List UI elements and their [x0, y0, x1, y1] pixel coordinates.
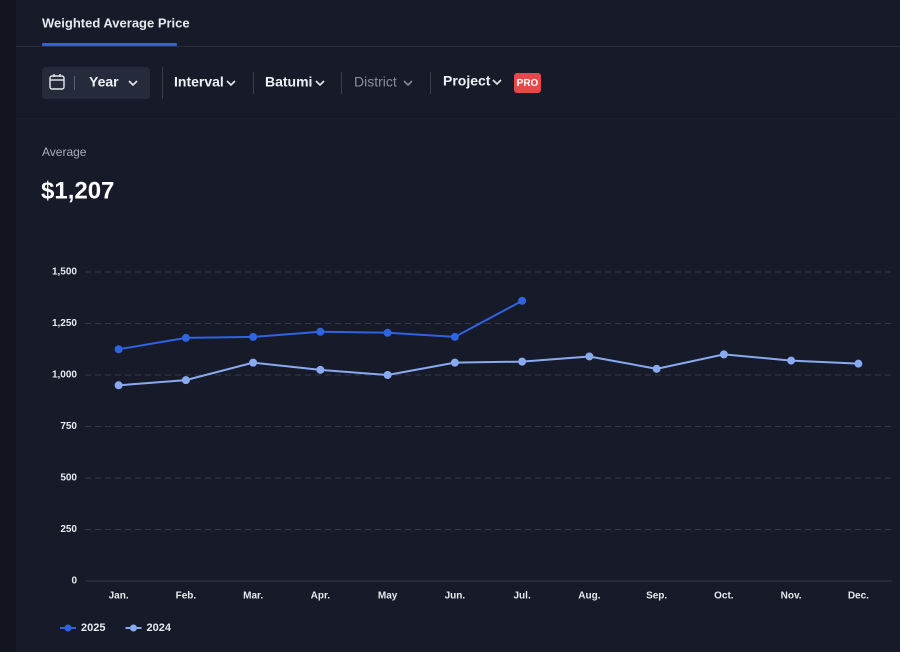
chevron	[492, 79, 502, 86]
side-strip	[0, 0, 16, 652]
point	[181, 376, 190, 385]
x-tick-label: Oct.	[714, 591, 734, 602]
x-tick-label: Aug.	[578, 591, 600, 602]
point	[518, 357, 527, 366]
point	[854, 359, 863, 368]
x-tick-label: Apr.	[311, 591, 331, 602]
series-line	[118, 353, 859, 387]
x-tick-label: Jan.	[109, 591, 129, 602]
legend-dot	[64, 624, 72, 632]
x-tick-label: Dec.	[848, 591, 869, 602]
x-tick-label: Jun.	[445, 591, 466, 602]
x-tick-label: Feb.	[176, 591, 197, 602]
district-filter[interactable]: District	[354, 74, 397, 90]
x-tick-label: Sep.	[646, 591, 667, 602]
project-filter[interactable]: Project	[443, 73, 491, 89]
summary-label: Average	[42, 145, 87, 159]
calendar-icon	[49, 74, 65, 90]
point	[787, 356, 796, 365]
legend-dot	[129, 624, 137, 632]
chevron	[403, 80, 413, 87]
point	[114, 381, 123, 390]
point	[316, 327, 325, 336]
y-tick-label: 1,250	[52, 318, 77, 329]
chevron	[315, 80, 325, 87]
point	[114, 345, 123, 354]
pro-badge	[514, 73, 541, 93]
interval-filter[interactable]: Interval	[174, 74, 224, 90]
summary-value: $1,207	[41, 177, 114, 204]
x-tick-label: Nov.	[781, 591, 802, 602]
y-tick-label: 500	[60, 473, 77, 484]
chart: 0 250 500 750 1,000 1,250 1,500 Jan. Feb. Mar. Apr…	[52, 267, 892, 634]
tab-active[interactable]: Weighted Average Price	[42, 15, 190, 30]
x-tick-label: May	[378, 591, 398, 602]
x-tick-label: Mar.	[243, 591, 263, 602]
point	[719, 350, 728, 359]
legend-label: 2025	[81, 622, 105, 634]
point	[450, 358, 459, 367]
chevron	[226, 80, 236, 87]
point	[450, 332, 459, 341]
city-filter[interactable]: Batumi	[265, 74, 312, 90]
tab-underline	[42, 43, 177, 46]
point	[518, 296, 527, 305]
point	[316, 365, 325, 374]
point	[249, 358, 258, 367]
chevron	[128, 80, 138, 87]
y-tick-label: 1,500	[52, 267, 77, 278]
point	[249, 332, 258, 341]
date-button[interactable]	[42, 67, 150, 99]
point	[181, 333, 190, 342]
y-tick-label: 1,000	[52, 370, 77, 381]
point	[652, 364, 661, 373]
legend-label: 2024	[146, 622, 171, 634]
pro-badge-text: PRO	[517, 78, 539, 89]
point	[383, 328, 392, 337]
y-tick-label: 250	[60, 524, 77, 535]
date-filter[interactable]: Year	[89, 74, 119, 90]
point	[585, 352, 594, 361]
point	[383, 371, 392, 379]
x-tick-label: Jul.	[514, 591, 531, 602]
y-tick-label: 0	[71, 576, 77, 587]
y-tick-label: 750	[60, 421, 77, 432]
